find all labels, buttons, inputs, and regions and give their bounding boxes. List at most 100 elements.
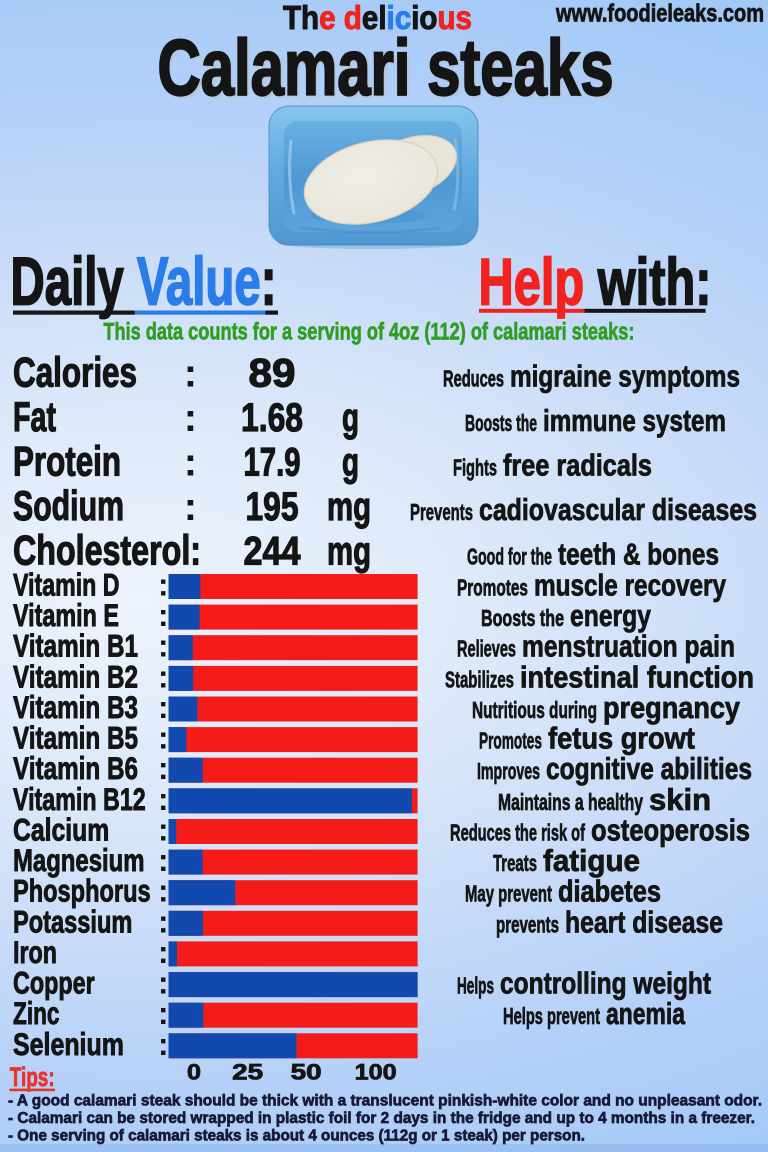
svg-text:Magnesium: Magnesium — [13, 842, 145, 878]
svg-text:fetus growt: fetus growt — [548, 721, 695, 756]
svg-text:Vitamin B3: Vitamin B3 — [13, 689, 138, 725]
svg-text:teeth & bones: teeth & bones — [558, 536, 719, 571]
svg-text:May prevent: May prevent — [465, 881, 552, 907]
svg-text:migraine symptoms: migraine symptoms — [510, 359, 740, 394]
svg-text:menstruation pain: menstruation pain — [522, 629, 735, 664]
svg-text:www.foodieleaks.com: www.foodieleaks.com — [555, 0, 764, 28]
svg-text:Vitamin B12: Vitamin B12 — [13, 781, 146, 817]
svg-text:Daily Value:: Daily Value: — [11, 244, 277, 320]
svg-text:Good for the: Good for the — [467, 543, 552, 569]
svg-text::: : — [158, 689, 169, 725]
svg-text::: : — [158, 842, 169, 878]
svg-text::: : — [158, 873, 169, 909]
svg-text::: : — [158, 750, 169, 786]
svg-text:anemia: anemia — [606, 996, 686, 1031]
svg-text:244: 244 — [244, 529, 302, 573]
svg-text:prevents: prevents — [496, 911, 559, 937]
svg-text::: : — [158, 903, 169, 939]
svg-text:Reduces the risk of: Reduces the risk of — [450, 820, 585, 846]
svg-text::: : — [158, 965, 169, 1001]
svg-text:diabetes: diabetes — [558, 874, 661, 909]
svg-text:pregnancy: pregnancy — [603, 690, 741, 725]
svg-text::: : — [184, 352, 197, 396]
svg-text:intestinal function: intestinal function — [520, 659, 754, 694]
svg-text:17.9: 17.9 — [244, 441, 301, 485]
svg-text:195: 195 — [246, 485, 299, 529]
svg-text:Improves: Improves — [477, 758, 540, 784]
svg-text::: : — [158, 628, 169, 664]
svg-text:Fights: Fights — [453, 455, 497, 481]
svg-text:Vitamin E: Vitamin E — [13, 597, 119, 633]
svg-text:energy: energy — [570, 598, 652, 633]
svg-text:Vitamin B1: Vitamin B1 — [13, 628, 138, 664]
svg-text:Selenium: Selenium — [13, 1026, 124, 1062]
svg-text:mg: mg — [327, 529, 371, 573]
svg-text:This data counts for a serving: This data counts for a serving of 4oz (1… — [103, 319, 634, 346]
svg-text:skin: skin — [649, 782, 711, 817]
svg-text:Nutritious during: Nutritious during — [472, 697, 597, 723]
svg-text:1.68: 1.68 — [241, 396, 303, 440]
svg-text:Boosts the: Boosts the — [465, 410, 537, 436]
svg-text::: : — [158, 597, 169, 633]
svg-text:Stabilizes: Stabilizes — [445, 666, 514, 692]
svg-text:Phosphorus: Phosphorus — [13, 873, 151, 909]
svg-text:Protein: Protein — [13, 438, 121, 485]
svg-text:Sodium: Sodium — [13, 482, 124, 529]
svg-text:immune system: immune system — [543, 403, 726, 438]
svg-text:Fat: Fat — [13, 393, 56, 440]
svg-text:controlling weight: controlling weight — [500, 966, 711, 1001]
svg-text:fatigue: fatigue — [543, 843, 640, 878]
svg-text:Potassium: Potassium — [13, 903, 132, 939]
svg-text:Treats: Treats — [493, 850, 537, 876]
svg-text:Help with:: Help with: — [479, 245, 712, 319]
svg-text:50: 50 — [291, 1059, 322, 1084]
svg-text:Cholesterol:: Cholesterol: — [13, 526, 201, 573]
svg-text::: : — [158, 658, 169, 694]
svg-text:cadiovascular diseases: cadiovascular diseases — [479, 492, 757, 527]
svg-text:Helps: Helps — [457, 973, 494, 999]
svg-text:Calamari steaks: Calamari steaks — [158, 22, 614, 111]
svg-text:osteoperosis: osteoperosis — [591, 813, 750, 848]
svg-text:Calamari steaks: Calamari steaks — [160, 24, 616, 113]
svg-text:Iron: Iron — [13, 934, 57, 970]
svg-text:muscle recovery: muscle recovery — [534, 568, 727, 603]
svg-text::: : — [184, 441, 197, 485]
svg-text:Vitamin D: Vitamin D — [13, 567, 120, 603]
svg-text:mg: mg — [327, 485, 371, 529]
svg-text::: : — [158, 781, 169, 817]
svg-text:- One serving of calamari stea: - One serving of calamari steaks is abou… — [8, 1128, 585, 1145]
svg-text:Vitamin B6: Vitamin B6 — [13, 750, 138, 786]
svg-text:Zinc: Zinc — [13, 995, 60, 1031]
svg-text:- Calamari can be stored wrapp: - Calamari can be stored wrapped in plas… — [8, 1110, 755, 1127]
svg-text:89: 89 — [249, 352, 296, 396]
svg-text:- A good calamari steak should: - A good calamari steak should be thick … — [8, 1093, 762, 1110]
svg-text:Promotes: Promotes — [479, 728, 542, 754]
svg-text:g: g — [342, 396, 359, 440]
svg-text:free radicals: free radicals — [503, 448, 652, 483]
svg-text:Vitamin B2: Vitamin B2 — [13, 658, 138, 694]
svg-text:Prevents: Prevents — [410, 499, 473, 525]
svg-text::: : — [158, 720, 169, 756]
svg-text::: : — [158, 567, 169, 603]
svg-text:The delicious: The delicious — [283, 0, 472, 36]
svg-text:Helps prevent: Helps prevent — [503, 1003, 600, 1029]
svg-text:25: 25 — [232, 1059, 263, 1084]
svg-text::: : — [184, 485, 197, 529]
svg-text:Maintains a healthy: Maintains a healthy — [498, 789, 643, 815]
svg-text::: : — [184, 396, 197, 440]
svg-text:Boosts the: Boosts the — [481, 605, 564, 631]
svg-text:Tips:: Tips: — [10, 1062, 55, 1092]
svg-text:Calcium: Calcium — [13, 812, 109, 848]
svg-text:Calories: Calories — [13, 349, 137, 396]
svg-text:Relieves: Relieves — [457, 636, 516, 662]
svg-text::: : — [158, 995, 169, 1031]
svg-text:heart disease: heart disease — [565, 904, 723, 939]
svg-text::: : — [158, 934, 169, 970]
svg-text:100: 100 — [355, 1059, 397, 1084]
svg-text:Vitamin B5: Vitamin B5 — [13, 720, 138, 756]
svg-text:g: g — [342, 441, 359, 485]
svg-text:Copper: Copper — [13, 965, 95, 1001]
svg-text::: : — [158, 812, 169, 848]
svg-text:0: 0 — [187, 1059, 201, 1084]
svg-text:cognitive abilities: cognitive abilities — [546, 751, 752, 786]
